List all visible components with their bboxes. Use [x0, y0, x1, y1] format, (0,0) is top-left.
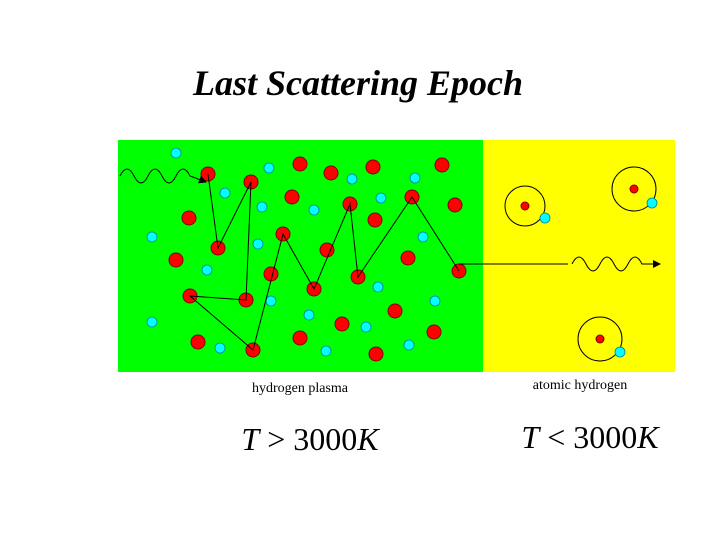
unit: K — [636, 419, 660, 455]
proton — [447, 197, 463, 213]
relation: > — [267, 421, 285, 457]
proton — [181, 210, 197, 226]
symbol: T — [241, 421, 261, 457]
electron — [360, 321, 372, 333]
value: 3000 — [573, 419, 637, 455]
electron — [346, 173, 358, 185]
panel-label: atomic hydrogen — [533, 378, 627, 393]
proton — [292, 156, 308, 172]
incoming-photon — [119, 168, 207, 184]
proton — [168, 252, 184, 268]
proton — [284, 189, 300, 205]
proton — [190, 334, 206, 350]
electron — [303, 309, 315, 321]
proton — [334, 316, 350, 332]
electron — [372, 281, 384, 293]
electron — [308, 204, 320, 216]
unit: K — [356, 421, 380, 457]
proton — [387, 303, 403, 319]
electron — [214, 342, 226, 354]
proton — [365, 159, 381, 175]
electron — [429, 295, 441, 307]
electron — [146, 316, 158, 328]
electron — [170, 147, 182, 159]
proton — [400, 250, 416, 266]
electron — [417, 231, 429, 243]
electron — [201, 264, 213, 276]
proton — [292, 330, 308, 346]
proton — [319, 242, 335, 258]
relation: < — [547, 419, 565, 455]
proton — [323, 165, 339, 181]
value: 3000 — [293, 421, 357, 457]
title: Last Scattering Epoch — [192, 63, 523, 103]
proton — [368, 346, 384, 362]
electron — [265, 295, 277, 307]
electron — [403, 339, 415, 351]
proton — [434, 157, 450, 173]
electron — [375, 192, 387, 204]
atomic-region — [483, 140, 675, 372]
electron — [252, 238, 264, 250]
electron — [263, 162, 275, 174]
proton — [367, 212, 383, 228]
electron — [219, 187, 231, 199]
electron — [146, 231, 158, 243]
atoms — [504, 166, 658, 362]
outgoing-photon — [571, 256, 661, 272]
condition: T < 3000K — [521, 419, 660, 455]
proton — [426, 324, 442, 340]
photon-path — [188, 173, 460, 351]
symbol: T — [521, 419, 541, 455]
electron — [320, 345, 332, 357]
condition: T > 3000K — [241, 421, 380, 457]
electron — [409, 172, 421, 184]
panel-label: hydrogen plasma — [252, 381, 349, 396]
electron — [256, 201, 268, 213]
